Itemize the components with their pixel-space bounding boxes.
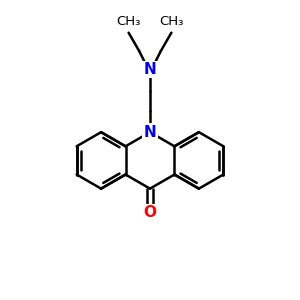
Text: N: N (144, 125, 156, 140)
Text: O: O (143, 205, 157, 220)
Text: CH₃: CH₃ (159, 15, 184, 28)
Text: N: N (144, 62, 156, 77)
Text: CH₃: CH₃ (116, 15, 141, 28)
